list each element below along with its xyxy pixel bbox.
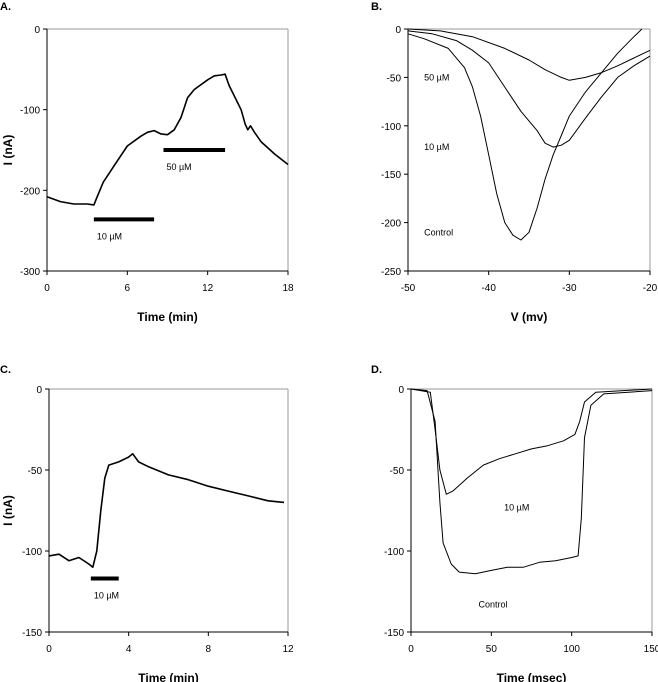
x-tick-label: 8 bbox=[206, 644, 212, 655]
drug-bar-label: 10 µM bbox=[97, 231, 122, 241]
y-tick-label: -100 bbox=[384, 547, 404, 558]
x-tick-label: 100 bbox=[563, 644, 580, 655]
x-tick-label: -40 bbox=[481, 283, 496, 294]
x-axis-title: V (mv) bbox=[511, 310, 548, 324]
x-axis-title: Time (min) bbox=[138, 671, 198, 682]
series-line-2 bbox=[410, 388, 653, 495]
series-annotation: Control bbox=[478, 599, 507, 609]
drug-bar-label: 10 µM bbox=[94, 591, 119, 601]
y-tick-label: 0 bbox=[36, 385, 42, 396]
x-tick-label: 0 bbox=[46, 644, 52, 655]
x-tick-label: 6 bbox=[125, 283, 131, 294]
series-line-1 bbox=[48, 453, 285, 568]
y-axis-title: I (nA) bbox=[1, 495, 15, 526]
y-tick-label: 0 bbox=[34, 25, 40, 36]
series-line-1 bbox=[46, 73, 289, 206]
x-tick-label: 0 bbox=[408, 644, 414, 655]
series-annotation: Control bbox=[424, 227, 453, 237]
x-tick-label: 0 bbox=[44, 283, 50, 294]
y-tick-label: -100 bbox=[20, 106, 40, 117]
panel-label: A. bbox=[0, 1, 11, 13]
x-tick-label: 150 bbox=[644, 644, 658, 655]
y-tick-label: -150 bbox=[381, 170, 401, 181]
y-tick-label: -200 bbox=[381, 219, 401, 230]
y-tick-label: -300 bbox=[20, 267, 40, 278]
x-tick-label: -50 bbox=[401, 283, 416, 294]
y-tick-label: 0 bbox=[395, 25, 401, 36]
x-tick-label: 12 bbox=[282, 644, 294, 655]
series-line-2 bbox=[407, 30, 651, 148]
x-tick-label: -30 bbox=[562, 283, 577, 294]
y-tick-label: -200 bbox=[20, 186, 40, 197]
y-tick-label: -100 bbox=[22, 547, 42, 558]
series-annotation: 10 µM bbox=[504, 502, 529, 512]
series-annotation: 50 µM bbox=[424, 72, 449, 82]
panel-label: B. bbox=[371, 1, 382, 13]
y-tick-label: -50 bbox=[387, 73, 402, 84]
y-tick-label: -150 bbox=[22, 628, 42, 639]
series-line-3 bbox=[407, 28, 651, 81]
drug-bar-label: 50 µM bbox=[166, 162, 191, 172]
y-axis-title: I (nA) bbox=[1, 135, 15, 166]
panel-label: D. bbox=[371, 364, 382, 376]
y-tick-label: -50 bbox=[28, 466, 43, 477]
y-tick-label: -100 bbox=[381, 122, 401, 133]
x-tick-label: 50 bbox=[486, 644, 498, 655]
x-axis-title: Time (min) bbox=[137, 310, 197, 324]
x-axis-title: Time (msec) bbox=[497, 671, 567, 682]
series-line-1 bbox=[410, 388, 653, 575]
x-tick-label: -20 bbox=[643, 283, 658, 294]
y-tick-label: -250 bbox=[381, 267, 401, 278]
y-tick-label: 0 bbox=[398, 385, 404, 396]
y-tick-label: -50 bbox=[390, 466, 405, 477]
panel-label: C. bbox=[0, 364, 11, 376]
x-tick-label: 4 bbox=[126, 644, 132, 655]
y-tick-label: -150 bbox=[384, 628, 404, 639]
series-annotation: 10 µM bbox=[424, 142, 449, 152]
x-tick-label: 18 bbox=[282, 283, 294, 294]
series-line-1 bbox=[407, 28, 643, 241]
x-tick-label: 12 bbox=[202, 283, 214, 294]
